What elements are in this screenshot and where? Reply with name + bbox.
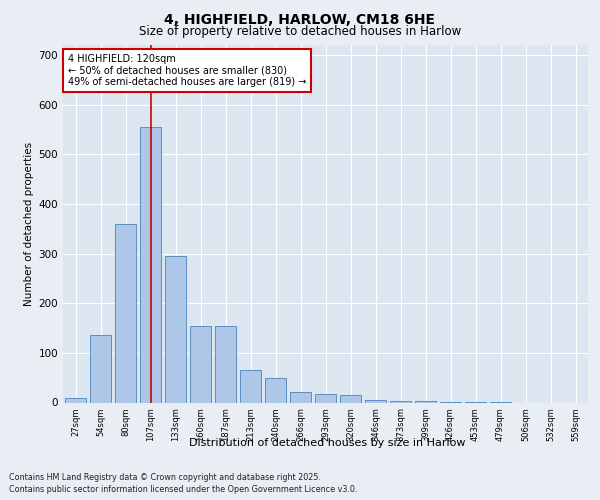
Text: 4, HIGHFIELD, HARLOW, CM18 6HE: 4, HIGHFIELD, HARLOW, CM18 6HE — [164, 12, 436, 26]
Bar — [140, 127, 161, 402]
Text: Contains HM Land Registry data © Crown copyright and database right 2025.: Contains HM Land Registry data © Crown c… — [9, 472, 321, 482]
Bar — [215, 326, 236, 402]
Bar — [65, 398, 86, 402]
Bar — [165, 256, 186, 402]
Y-axis label: Number of detached properties: Number of detached properties — [25, 142, 34, 306]
Bar — [265, 378, 286, 402]
Text: 4 HIGHFIELD: 120sqm
← 50% of detached houses are smaller (830)
49% of semi-detac: 4 HIGHFIELD: 120sqm ← 50% of detached ho… — [68, 54, 307, 87]
Bar — [240, 370, 261, 402]
Text: Contains public sector information licensed under the Open Government Licence v3: Contains public sector information licen… — [9, 485, 358, 494]
Bar — [390, 400, 411, 402]
Bar — [90, 336, 111, 402]
Bar — [290, 392, 311, 402]
Text: Distribution of detached houses by size in Harlow: Distribution of detached houses by size … — [189, 438, 465, 448]
Bar — [315, 394, 336, 402]
Bar — [340, 395, 361, 402]
Bar — [415, 401, 436, 402]
Bar — [190, 326, 211, 402]
Text: Size of property relative to detached houses in Harlow: Size of property relative to detached ho… — [139, 25, 461, 38]
Bar — [365, 400, 386, 402]
Bar — [115, 224, 136, 402]
